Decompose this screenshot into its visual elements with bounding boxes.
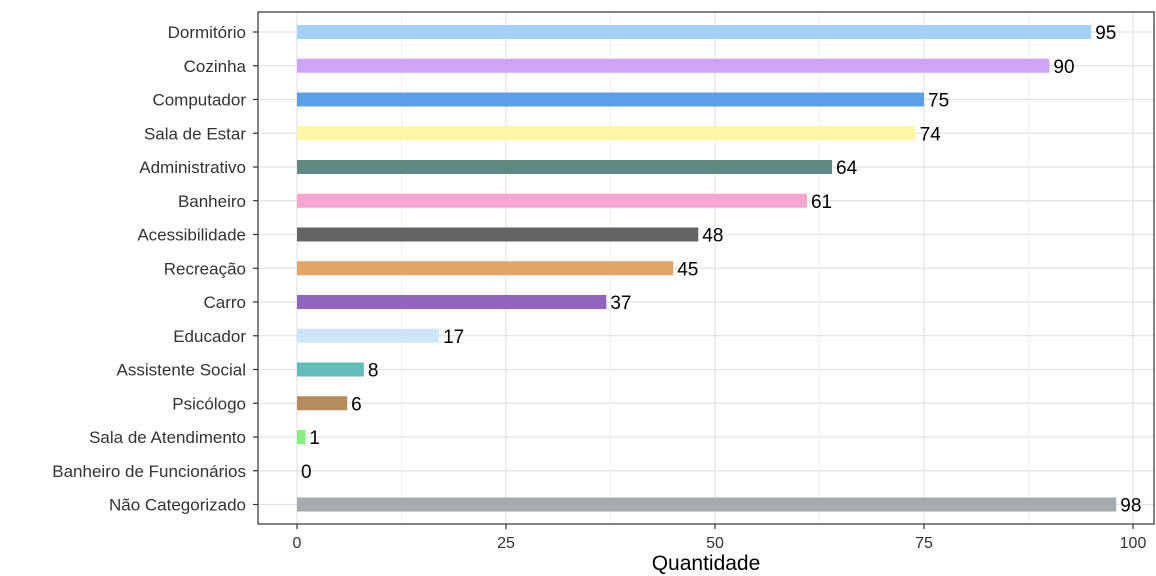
x-tick-label: 50 bbox=[706, 535, 724, 552]
x-tick-label: 100 bbox=[1120, 535, 1147, 552]
value-label: 48 bbox=[702, 226, 723, 247]
value-label: 0 bbox=[301, 462, 312, 483]
value-label: 98 bbox=[1120, 496, 1141, 517]
bar bbox=[297, 92, 924, 107]
category-label: Dormitório bbox=[168, 23, 246, 42]
bar bbox=[297, 25, 1092, 39]
category-label: Educador bbox=[173, 327, 246, 346]
value-label: 61 bbox=[811, 192, 832, 213]
bars bbox=[297, 25, 1117, 512]
bar bbox=[297, 261, 674, 276]
value-label: 45 bbox=[677, 259, 698, 280]
category-label: Administrativo bbox=[139, 158, 246, 177]
value-label: 6 bbox=[351, 394, 362, 415]
category-label: Acessibilidade bbox=[137, 226, 246, 245]
value-label: 64 bbox=[836, 158, 858, 179]
bar bbox=[297, 328, 440, 343]
category-label: Recreação bbox=[164, 259, 246, 278]
y-axis: Dormitório Cozinha Computador Sala de Estar… bbox=[52, 23, 258, 515]
value-label: 90 bbox=[1053, 57, 1074, 78]
bar bbox=[297, 295, 607, 309]
category-label: Cozinha bbox=[184, 57, 247, 76]
bar bbox=[297, 160, 833, 174]
value-label: 8 bbox=[368, 361, 379, 382]
x-axis-title: Quantidade bbox=[652, 552, 761, 575]
value-label: 17 bbox=[443, 327, 464, 348]
bar bbox=[297, 430, 306, 444]
category-label: Assistente Social bbox=[117, 361, 246, 380]
x-tick-label: 0 bbox=[293, 535, 302, 552]
value-label: 74 bbox=[920, 124, 942, 145]
x-tick-label: 75 bbox=[915, 535, 933, 552]
bar bbox=[297, 193, 807, 208]
category-label: Banheiro de Funcionários bbox=[52, 462, 246, 481]
bar bbox=[297, 126, 916, 141]
bar bbox=[297, 497, 1117, 512]
category-label: Carro bbox=[203, 293, 246, 312]
bar bbox=[297, 58, 1050, 73]
x-tick-label: 25 bbox=[497, 535, 515, 552]
category-label: Não Categorizado bbox=[109, 496, 246, 515]
value-label: 1 bbox=[309, 428, 320, 449]
bar bbox=[297, 362, 364, 377]
category-label: Psicólogo bbox=[172, 394, 246, 413]
value-label: 37 bbox=[610, 293, 631, 314]
category-label: Sala de Atendimento bbox=[89, 428, 246, 447]
bar bbox=[297, 227, 699, 242]
category-label: Sala de Estar bbox=[144, 124, 246, 143]
value-label: 95 bbox=[1095, 23, 1116, 44]
category-label: Banheiro bbox=[178, 192, 246, 211]
x-axis: 0 25 50 75 100 bbox=[293, 524, 1147, 552]
value-label: 75 bbox=[928, 91, 949, 112]
bar bbox=[297, 396, 348, 411]
category-label: Computador bbox=[152, 91, 246, 110]
